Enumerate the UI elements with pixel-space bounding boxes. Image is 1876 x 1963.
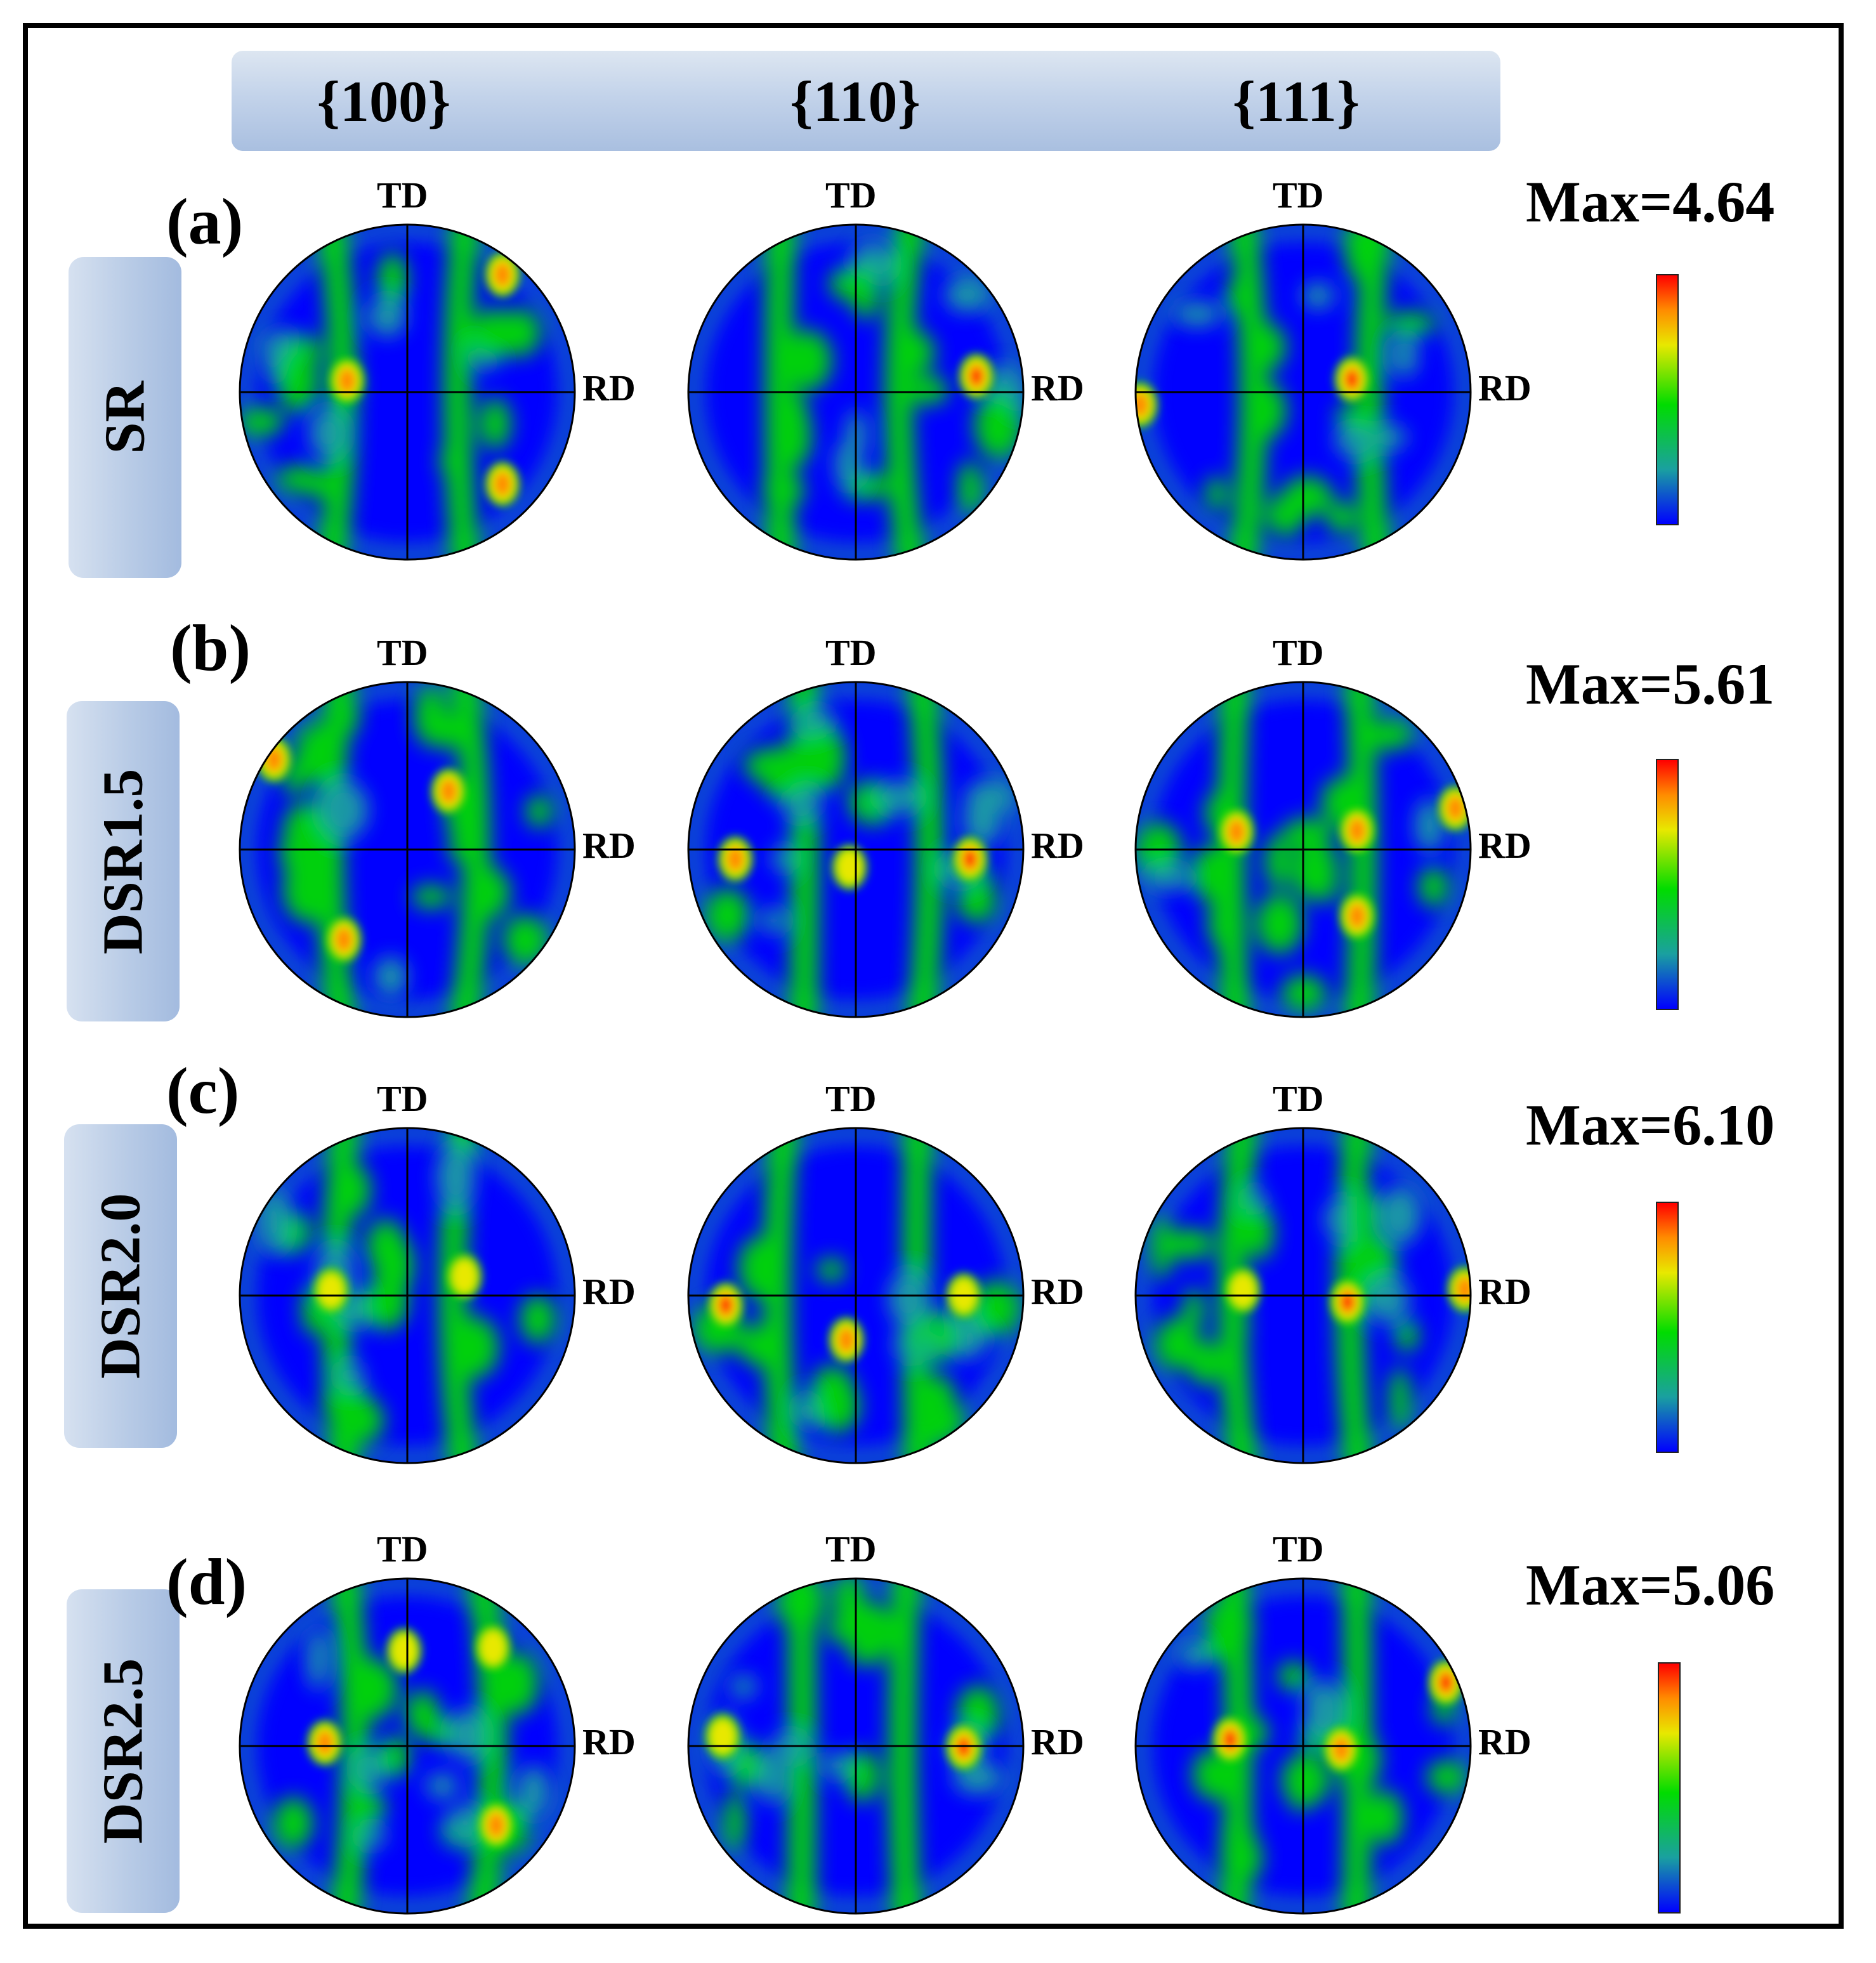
rd-label: RD — [1031, 1721, 1084, 1763]
max-label-b: Max=5.61 — [1526, 652, 1775, 716]
rd-label: RD — [1478, 367, 1532, 409]
rd-label: RD — [582, 367, 636, 409]
pole-figure-outline — [239, 223, 576, 561]
row-tag-dsr1-5: DSR1.5 — [67, 701, 180, 1021]
pole-figure-outline — [239, 1577, 576, 1915]
pole-figure-outline — [687, 1577, 1025, 1915]
td-label: TD — [1273, 1078, 1324, 1119]
pole-figure-outline — [239, 681, 576, 1018]
pole-figure-1-3 — [1136, 225, 1471, 560]
column-header-100: {100} — [317, 69, 451, 134]
column-header-110: {110} — [790, 69, 921, 134]
pole-figure-outline — [1134, 223, 1472, 561]
pole-figure-outline — [239, 1127, 576, 1464]
rd-label: RD — [1031, 367, 1084, 409]
row-tag-dsr2-0: DSR2.0 — [64, 1124, 177, 1448]
td-label: TD — [825, 1528, 877, 1570]
pole-figure-outline — [687, 1127, 1025, 1464]
rd-label: RD — [1031, 825, 1084, 866]
pole-figure-outline — [1134, 1127, 1472, 1464]
td-label: TD — [377, 632, 428, 673]
pole-figure-outline — [687, 681, 1025, 1018]
max-label-a: Max=4.64 — [1526, 169, 1775, 234]
row-tag-sr: SR — [69, 257, 181, 578]
panel-letter-d: (d) — [166, 1546, 247, 1618]
td-label: TD — [377, 1528, 428, 1570]
max-label-c: Max=6.10 — [1526, 1093, 1775, 1157]
colorbar-a — [1656, 274, 1679, 525]
panel-letter-a: (a) — [166, 185, 244, 258]
column-header-111: {111} — [1232, 69, 1360, 134]
td-label: TD — [377, 174, 428, 216]
colorbar-b — [1656, 759, 1679, 1010]
colorbar-d — [1658, 1662, 1681, 1914]
pole-figure-outline — [1134, 1577, 1472, 1915]
rd-label: RD — [1478, 825, 1532, 866]
colorbar-c — [1656, 1202, 1679, 1453]
pole-figure-outline — [687, 223, 1025, 561]
td-label: TD — [825, 632, 877, 673]
td-label: TD — [1273, 1528, 1324, 1570]
panel-letter-c: (c) — [166, 1054, 240, 1127]
rd-label: RD — [1031, 1271, 1084, 1312]
figure-border — [23, 23, 1844, 1929]
rd-label: RD — [1478, 1721, 1532, 1763]
td-label: TD — [825, 1078, 877, 1119]
td-label: TD — [377, 1078, 428, 1119]
panel-letter-b: (b) — [170, 612, 251, 685]
rd-label: RD — [582, 825, 636, 866]
rd-label: RD — [582, 1721, 636, 1763]
pole-figure-outline — [1134, 681, 1472, 1018]
td-label: TD — [825, 174, 877, 216]
column-header-bar — [232, 51, 1500, 151]
rd-label: RD — [1478, 1271, 1532, 1312]
row-tag-dsr2-5: DSR2.5 — [67, 1589, 180, 1913]
max-label-d: Max=5.06 — [1526, 1553, 1775, 1617]
rd-label: RD — [582, 1271, 636, 1312]
td-label: TD — [1273, 632, 1324, 673]
td-label: TD — [1273, 174, 1324, 216]
